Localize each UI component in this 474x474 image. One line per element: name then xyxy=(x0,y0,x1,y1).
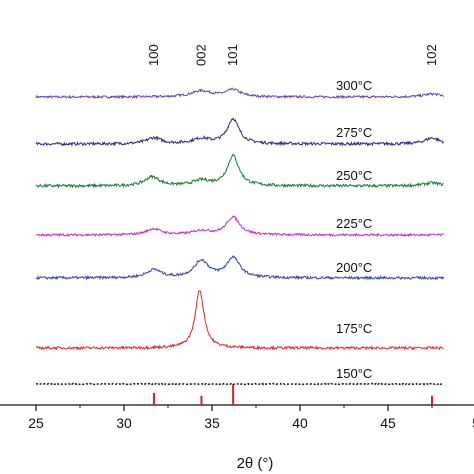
x-axis-ticks: 25 30 35 40 45 5 xyxy=(28,405,474,431)
peak-label-1: 002 xyxy=(193,44,208,66)
series-line-3 xyxy=(35,215,444,238)
x-tick-label-1: 30 xyxy=(116,415,132,431)
series-label-1: 275°C xyxy=(336,125,372,140)
x-tick-label-4: 45 xyxy=(380,415,396,431)
series-line-1 xyxy=(35,117,445,147)
series-label-0: 300°C xyxy=(336,78,372,93)
peak-labels: 100 002 101 102 xyxy=(146,44,439,66)
reference-pattern xyxy=(152,384,433,405)
series-line-6 xyxy=(35,382,444,386)
series-line-0 xyxy=(35,87,445,100)
peak-label-2: 101 xyxy=(225,44,240,66)
x-tick-label-2: 35 xyxy=(204,415,220,431)
series-label-3: 225°C xyxy=(336,216,372,231)
x-axis-label: 2θ (°) xyxy=(237,455,274,472)
series-label-4: 200°C xyxy=(336,260,372,275)
series-group: 300°C 275°C 250°C 225°C 200°C 175°C 150°C xyxy=(35,78,445,386)
peak-label-3: 102 xyxy=(424,44,439,66)
series-line-5 xyxy=(36,290,444,351)
x-tick-label-0: 25 xyxy=(28,415,44,431)
x-tick-label-5: 5 xyxy=(472,415,474,431)
series-label-6: 150°C xyxy=(336,366,372,381)
peak-label-0: 100 xyxy=(146,44,161,66)
series-label-2: 250°C xyxy=(336,168,372,183)
series-line-2 xyxy=(35,153,444,189)
x-tick-label-3: 40 xyxy=(292,415,308,431)
series-line-4 xyxy=(35,255,445,281)
series-label-5: 175°C xyxy=(336,321,372,336)
